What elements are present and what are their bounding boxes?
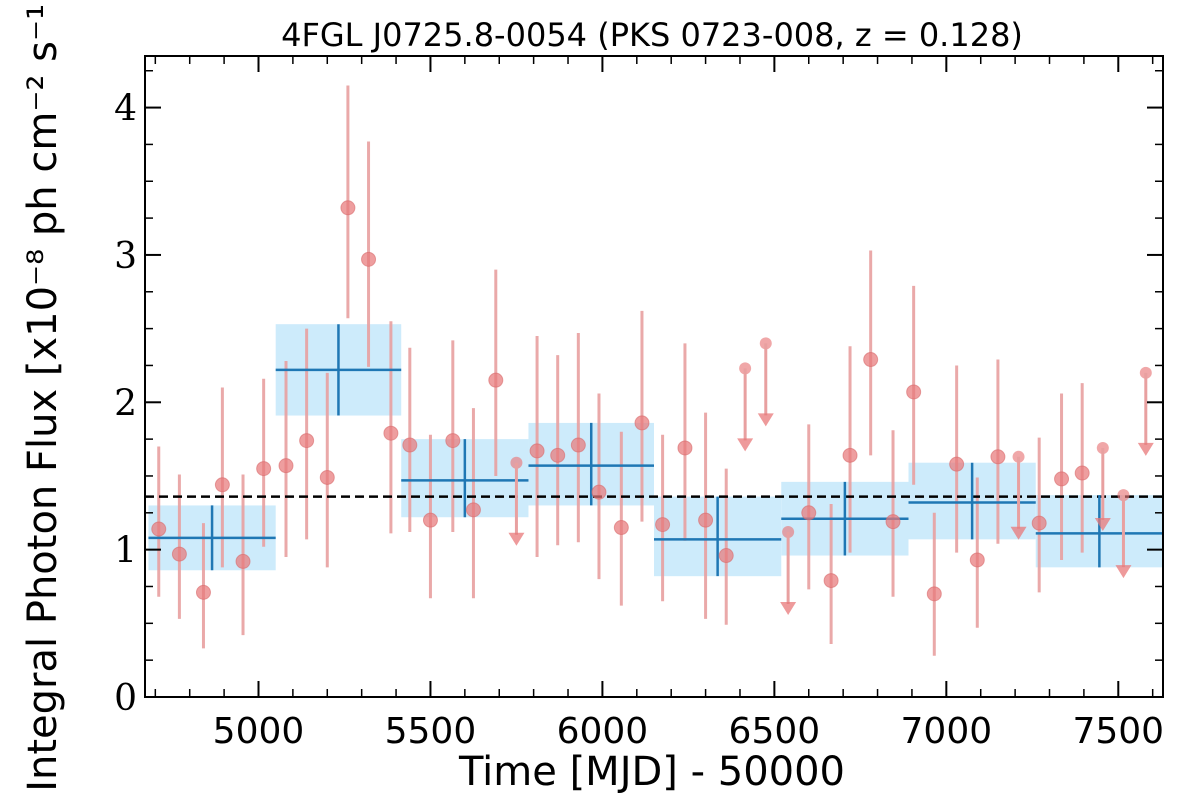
flux-point <box>1074 465 1090 481</box>
x-axis-label: Time [MJD] - 50000 <box>458 749 845 795</box>
flux-points-layer <box>151 200 1090 602</box>
flux-point <box>1054 471 1070 487</box>
flux-point <box>402 437 418 453</box>
flux-point <box>383 425 399 441</box>
flux-point <box>801 505 817 521</box>
flux-point <box>969 552 985 568</box>
flux-point <box>171 546 187 562</box>
upper-limit-arrow-head <box>780 601 797 615</box>
flux-point <box>990 449 1006 465</box>
upper-limit-arrow-head <box>757 413 774 427</box>
flux-point <box>885 514 901 530</box>
flux-point <box>361 251 377 267</box>
x-tick-label: 5500 <box>385 711 477 752</box>
y-tick-label: 3 <box>114 236 137 277</box>
axes-frame <box>144 55 1164 698</box>
flux-point <box>718 548 734 564</box>
flux-point <box>195 584 211 600</box>
flux-point <box>488 372 504 388</box>
axis-ticks: 5000 5500 6000 6500 7000 7500 0 1 2 3 4 <box>114 56 1164 752</box>
upper-limit-arrow-head <box>737 438 754 452</box>
flux-point <box>949 456 965 472</box>
flux-point <box>529 443 545 459</box>
flux-point <box>613 520 629 536</box>
flux-point <box>570 437 586 453</box>
flux-point <box>550 447 566 463</box>
flux-point <box>299 433 315 449</box>
x-tick-label: 6000 <box>557 711 649 752</box>
x-tick-label: 6500 <box>729 711 821 752</box>
upper-limit-layer <box>508 337 1154 615</box>
flux-point <box>235 553 251 569</box>
flux-point <box>465 502 481 518</box>
upper-limit-arrow-head <box>508 532 525 546</box>
flux-point <box>655 517 671 533</box>
flux-point <box>677 440 693 456</box>
y-tick-label: 0 <box>114 678 137 719</box>
flux-point <box>906 384 922 400</box>
y-tick-label: 2 <box>114 383 137 424</box>
binned-flux-crosshair-layer <box>148 324 1163 577</box>
flux-point <box>591 484 607 500</box>
flux-point <box>151 521 167 537</box>
x-tick-label: 7000 <box>901 711 993 752</box>
plot-frame <box>144 55 1164 698</box>
flux-point <box>1031 515 1047 531</box>
upper-limit-arrow-head <box>1094 517 1111 531</box>
y-axis-label: Integral Photon Flux [x10⁻⁸ ph cm⁻² s⁻¹] <box>20 0 66 792</box>
flux-point <box>445 433 461 449</box>
flux-point <box>842 447 858 463</box>
flux-point <box>340 200 356 216</box>
flux-point <box>698 512 714 528</box>
flux-point <box>422 512 438 528</box>
chart-title: 4FGL J0725.8-0054 (PKS 0723-008, z = 0.1… <box>281 16 1023 54</box>
y-tick-label: 1 <box>114 531 137 572</box>
flux-point <box>214 477 230 493</box>
flux-point <box>319 469 335 485</box>
upper-limit-arrow-head <box>1010 526 1027 540</box>
flux-point <box>823 573 839 589</box>
x-tick-label: 5000 <box>213 711 305 752</box>
upper-limit-arrow-head <box>1115 565 1132 579</box>
x-tick-label: 7500 <box>1072 711 1164 752</box>
upper-limit-arrow-head <box>1137 442 1154 456</box>
flux-point <box>926 586 942 602</box>
flux-point <box>256 461 272 477</box>
flux-point <box>634 415 650 431</box>
flux-point <box>863 352 879 368</box>
flux-point <box>278 458 294 474</box>
y-tick-label: 4 <box>114 89 137 130</box>
